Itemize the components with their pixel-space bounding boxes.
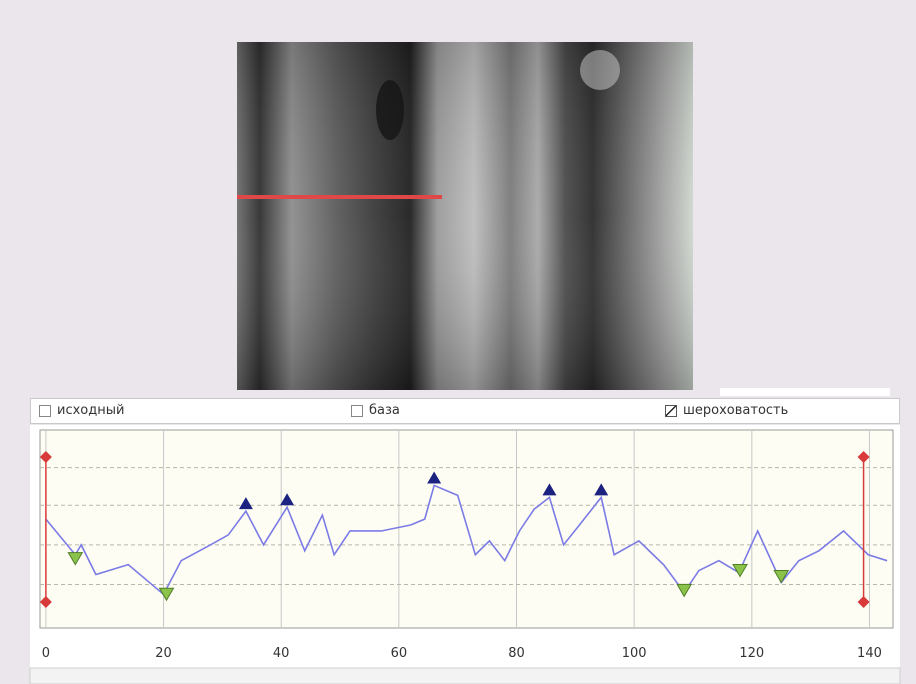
checkbox-bar: исходный база шероховатость [30, 398, 900, 424]
app-window: 0 20 40 60 80 100 120 140 исходный база шероховат… [0, 0, 916, 684]
status-bar [30, 668, 900, 684]
checkbox-label: база [369, 403, 400, 418]
x-tick-label: 100 [622, 646, 647, 661]
surface-spot [580, 50, 620, 90]
surface-shade [237, 42, 693, 390]
checkbox-label: исходный [57, 403, 124, 418]
checkbox[interactable]: исходный [39, 403, 124, 418]
checkbox[interactable]: шероховатость [665, 403, 788, 418]
checkbox-label: шероховатость [683, 403, 788, 418]
x-tick-label: 140 [857, 646, 882, 661]
x-tick-label: 120 [739, 646, 764, 661]
x-tick-label: 20 [155, 646, 172, 661]
checkbox-box[interactable] [665, 405, 677, 417]
surface-spot [376, 80, 404, 140]
x-tick-label: 60 [391, 646, 408, 661]
checkbox-box[interactable] [351, 405, 363, 417]
toolbar-strip [720, 388, 890, 396]
x-tick-label: 80 [508, 646, 525, 661]
checkbox[interactable]: база [351, 403, 400, 418]
checkbox-box[interactable] [39, 405, 51, 417]
viewer: 0 20 40 60 80 100 120 140 [0, 0, 916, 684]
x-tick-label: 40 [273, 646, 290, 661]
x-tick-label: 0 [42, 646, 50, 661]
